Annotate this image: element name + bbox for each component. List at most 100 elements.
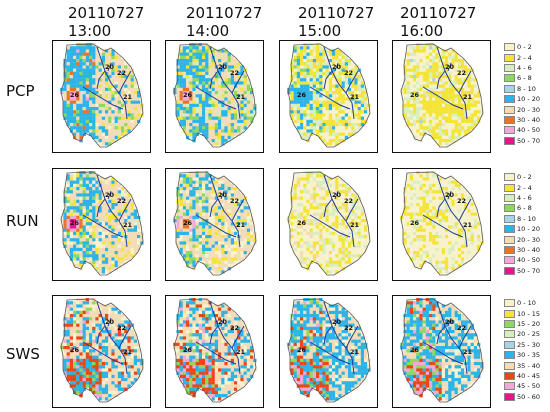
grid-cell: [473, 91, 478, 95]
grid-cell: [79, 180, 83, 184]
grid-cell: [92, 263, 96, 268]
grid-cell: [133, 103, 138, 108]
grid-cell: [92, 97, 96, 101]
grid-cell: [341, 225, 345, 229]
grid-cell: [454, 196, 458, 200]
grid-cell: [240, 110, 244, 114]
grid-cell: [451, 193, 455, 197]
grid-cell: [328, 206, 333, 210]
grid-cell: [186, 196, 190, 200]
grid-cell: [325, 94, 329, 98]
grid-cell: [451, 139, 455, 143]
grid-cell: [467, 203, 471, 207]
grid-cell: [124, 68, 128, 72]
grid-cell: [470, 81, 474, 85]
grid-cell: [95, 97, 99, 101]
grid-cell: [306, 107, 310, 111]
grid-cell: [467, 87, 471, 92]
grid-cell: [195, 199, 199, 204]
grid-cell: [114, 97, 118, 101]
grid-cell: [124, 100, 128, 104]
grid-cell: [328, 212, 333, 216]
grid-cell: [218, 183, 222, 188]
grid-cell: [290, 235, 294, 239]
grid-cell: [105, 267, 109, 271]
grid-cell: [95, 257, 99, 261]
grid-cell: [192, 94, 196, 98]
grid-cell: [179, 238, 183, 242]
grid-cell: [464, 199, 468, 204]
grid-cell: [82, 49, 86, 53]
grid-cell: [202, 187, 206, 191]
grid-cell: [186, 219, 190, 223]
grid-cell: [351, 254, 355, 258]
grid-cell: [221, 100, 225, 104]
grid-cell: [73, 100, 77, 104]
grid-cell: [85, 84, 90, 88]
grid-cell: [341, 103, 345, 108]
grid-cell: [306, 59, 310, 63]
grid-cell: [348, 94, 352, 98]
grid-cell: [211, 196, 215, 200]
grid-cell: [195, 107, 199, 111]
grid-cell: [322, 100, 326, 104]
grid-cell: [406, 193, 410, 197]
grid-cell: [121, 238, 125, 242]
grid-cell: [473, 103, 478, 108]
grid-cell: [403, 113, 407, 117]
grid-cell: [448, 100, 452, 104]
grid-cell: [214, 190, 219, 194]
grid-cell: [422, 244, 426, 248]
grid-cell: [319, 241, 323, 245]
grid-cell: [121, 78, 125, 82]
grid-cell: [205, 94, 209, 98]
grid-cell: [293, 244, 297, 248]
grid-cell: [218, 62, 222, 66]
grid-cell: [85, 97, 90, 101]
grid-cell: [227, 132, 231, 136]
grid-cell: [79, 174, 83, 178]
grid-cell: [98, 267, 102, 271]
grid-cell: [195, 91, 199, 95]
grid-cell: [319, 238, 323, 242]
grid-cell: [419, 97, 423, 101]
grid-cell: [296, 55, 301, 60]
grid-cell: [105, 231, 109, 236]
grid-cell: [332, 52, 336, 56]
grid-cell: [237, 94, 241, 98]
grid-cell: [117, 251, 122, 255]
grid-cell: [328, 132, 333, 136]
grid-cell: [208, 55, 212, 60]
grid-cell: [445, 193, 449, 197]
grid-cell: [422, 225, 426, 229]
grid-cell: [435, 199, 439, 204]
grid-cell: [117, 78, 122, 82]
grid-cell: [108, 190, 112, 194]
grid-cell: [406, 68, 410, 72]
grid-cell: [409, 84, 414, 88]
grid-cell: [429, 103, 433, 108]
grid-cell: [98, 238, 102, 242]
grid-cell: [192, 62, 196, 66]
grid-cell: [457, 235, 462, 239]
grid-cell: [234, 116, 238, 120]
grid-cell: [425, 91, 430, 95]
grid-cell: [111, 251, 115, 255]
grid-cell: [192, 119, 196, 124]
grid-cell: [108, 212, 112, 216]
grid-cell: [467, 193, 471, 197]
grid-cell: [108, 209, 112, 213]
grid-cell: [432, 103, 436, 108]
grid-cell: [121, 59, 125, 63]
grid-cell: [441, 187, 446, 191]
grid-cell: [182, 116, 187, 120]
grid-cell: [189, 212, 193, 216]
grid-cell: [76, 251, 80, 255]
grid-cell: [234, 203, 238, 207]
grid-cell: [360, 119, 365, 124]
station-label: 22: [344, 197, 353, 205]
grid-cell: [66, 219, 70, 223]
grid-cell: [403, 225, 407, 229]
grid-cell: [98, 65, 102, 69]
grid-cell: [111, 123, 115, 127]
